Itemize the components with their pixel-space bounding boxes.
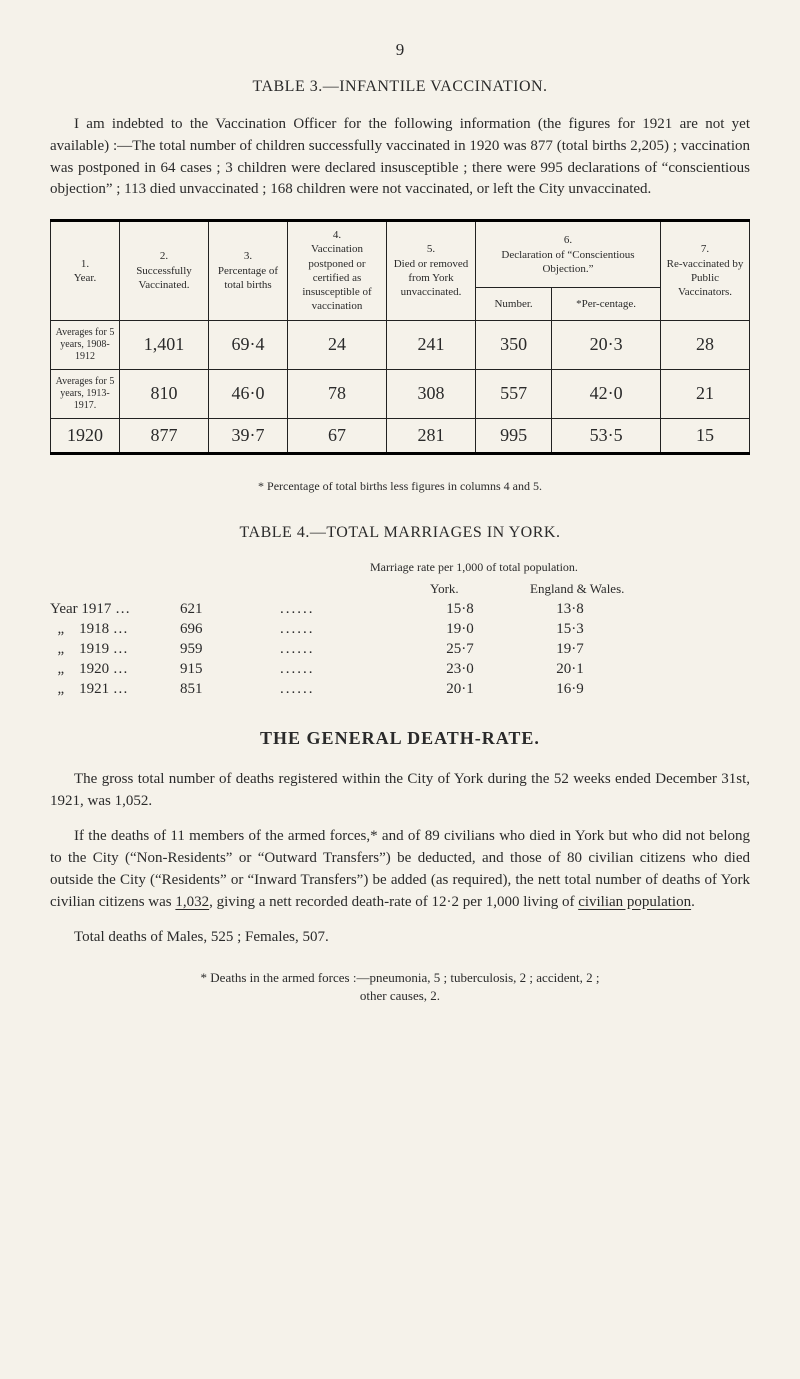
- table-row: „ 1921 … 851 ...... 20·1 16·9: [50, 681, 750, 698]
- th-number: Number.: [476, 288, 552, 320]
- death-para3: Total deaths of Males, 525 ; Females, 50…: [50, 927, 750, 949]
- th-died: 5. Died or removed from York unvaccinate…: [387, 221, 476, 321]
- dots: ......: [280, 661, 410, 678]
- year-label: „ 1918 …: [50, 621, 180, 638]
- death-para1: The gross total number of deaths registe…: [50, 769, 750, 813]
- cell: 78: [288, 369, 387, 418]
- cell: 28: [661, 320, 750, 369]
- col-ew: England & Wales.: [530, 581, 670, 597]
- footnote: * Deaths in the armed forces :—pneumonia…: [50, 969, 750, 1005]
- table-row: Year 1917 … 621 ...... 15·8 13·8: [50, 601, 750, 618]
- para2-tail: , giving a nett recorded death-rate of 1…: [209, 894, 578, 910]
- death-para2: If the deaths of 11 members of the armed…: [50, 826, 750, 913]
- cell: 15: [661, 418, 750, 453]
- cell: 350: [476, 320, 552, 369]
- col-york: York.: [430, 581, 530, 597]
- table4-title: TABLE 4.—TOTAL MARRIAGES IN YORK.: [50, 524, 750, 542]
- table-row: „ 1918 … 696 ...... 19·0 15·3: [50, 621, 750, 638]
- th-percentage: *Per-centage.: [552, 288, 661, 320]
- table-row: Averages for 5 years, 1913-1917. 810 46·…: [51, 369, 750, 418]
- cell: 20·3: [552, 320, 661, 369]
- cell: 877: [120, 418, 209, 453]
- table4: Marriage rate per 1,000 of total populat…: [50, 560, 750, 698]
- th-year: 1. Year.: [51, 221, 120, 321]
- table-row: „ 1919 … 959 ...... 25·7 19·7: [50, 641, 750, 658]
- table-row: Averages for 5 years, 1908-1912 1,401 69…: [51, 320, 750, 369]
- cell: 53·5: [552, 418, 661, 453]
- row-label: 1920: [51, 418, 120, 453]
- cell: 69·4: [209, 320, 288, 369]
- table3: 1. Year. 2. Successfully Vaccinated. 3. …: [50, 219, 750, 455]
- table3-intro: I am indebted to the Vaccination Officer…: [50, 114, 750, 201]
- cell: 557: [476, 369, 552, 418]
- death-rate-title: THE GENERAL DEATH-RATE.: [50, 728, 750, 749]
- row-label: Averages for 5 years, 1913-1917.: [51, 369, 120, 418]
- th-revacc: 7. Re-vaccinated by Public Vaccinators.: [661, 221, 750, 321]
- york-val: 25·7: [410, 641, 510, 658]
- cell: 1,401: [120, 320, 209, 369]
- count: 696: [180, 621, 280, 638]
- count: 851: [180, 681, 280, 698]
- count: 959: [180, 641, 280, 658]
- york-val: 15·8: [410, 601, 510, 618]
- york-val: 23·0: [410, 661, 510, 678]
- dots: ......: [280, 641, 410, 658]
- count: 915: [180, 661, 280, 678]
- th-vacc: 2. Successfully Vaccinated.: [120, 221, 209, 321]
- dots: ......: [280, 601, 410, 618]
- para2-end: .: [691, 894, 695, 910]
- cell: 281: [387, 418, 476, 453]
- cell: 308: [387, 369, 476, 418]
- para2-net: 1,032: [175, 894, 209, 910]
- york-val: 19·0: [410, 621, 510, 638]
- table3-title: TABLE 3.—INFANTILE VACCINATION.: [50, 78, 750, 96]
- para2-pop: civilian population: [578, 894, 691, 910]
- cell: 24: [288, 320, 387, 369]
- york-val: 20·1: [410, 681, 510, 698]
- ew-val: 20·1: [510, 661, 630, 678]
- cell: 46·0: [209, 369, 288, 418]
- row-label: Averages for 5 years, 1908-1912: [51, 320, 120, 369]
- th-postponed: 4. Vaccination postponed or certified as…: [288, 221, 387, 321]
- cell: 995: [476, 418, 552, 453]
- table-row: 1920 877 39·7 67 281 995 53·5 15: [51, 418, 750, 453]
- dots: ......: [280, 621, 410, 638]
- th-pct: 3. Percentage of total births: [209, 221, 288, 321]
- ew-val: 15·3: [510, 621, 630, 638]
- year-label: „ 1919 …: [50, 641, 180, 658]
- cell: 241: [387, 320, 476, 369]
- th-declaration: 6. Declaration of “Conscientious Objecti…: [476, 221, 661, 288]
- page-number: 9: [50, 40, 750, 60]
- ew-val: 19·7: [510, 641, 630, 658]
- cell: 21: [661, 369, 750, 418]
- table3-note: * Percentage of total births less figure…: [50, 479, 750, 494]
- cell: 39·7: [209, 418, 288, 453]
- cell: 810: [120, 369, 209, 418]
- ew-val: 16·9: [510, 681, 630, 698]
- cell: 67: [288, 418, 387, 453]
- year-label: „ 1921 …: [50, 681, 180, 698]
- year-label: „ 1920 …: [50, 661, 180, 678]
- year-label: Year 1917 …: [50, 601, 180, 618]
- ew-val: 13·8: [510, 601, 630, 618]
- cell: 42·0: [552, 369, 661, 418]
- table-row: „ 1920 … 915 ...... 23·0 20·1: [50, 661, 750, 678]
- table4-caption: Marriage rate per 1,000 of total populat…: [370, 560, 578, 575]
- dots: ......: [280, 681, 410, 698]
- count: 621: [180, 601, 280, 618]
